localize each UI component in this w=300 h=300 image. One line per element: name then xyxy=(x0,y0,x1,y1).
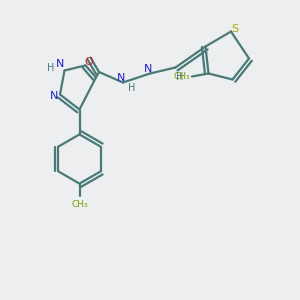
Text: CH₃: CH₃ xyxy=(71,200,88,209)
Text: H: H xyxy=(176,71,184,82)
Text: N: N xyxy=(56,59,64,70)
Text: S: S xyxy=(231,23,238,34)
Text: H: H xyxy=(128,83,136,93)
Text: N: N xyxy=(50,91,58,101)
Text: N: N xyxy=(144,64,153,74)
Text: O: O xyxy=(84,56,93,67)
Text: CH₃: CH₃ xyxy=(173,72,190,81)
Text: H: H xyxy=(47,63,55,73)
Text: N: N xyxy=(117,73,126,83)
